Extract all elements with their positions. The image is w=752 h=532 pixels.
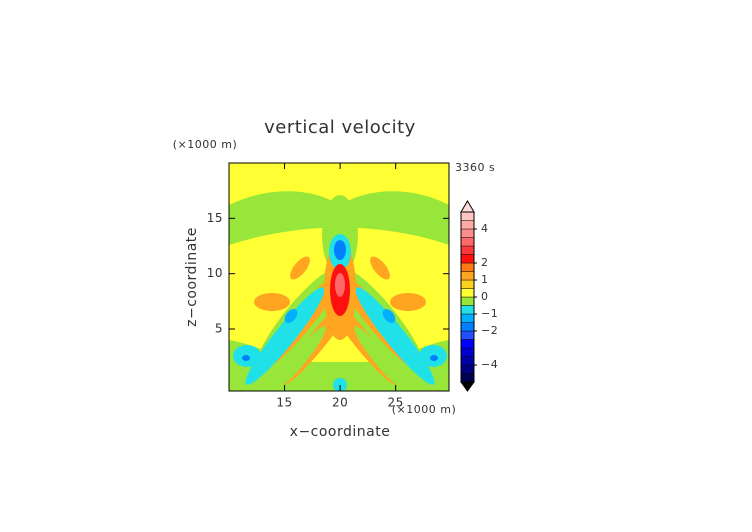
- time-label: 3360 s: [455, 161, 495, 174]
- colorbar-segment: [460, 288, 475, 298]
- colorbar-segment: [460, 228, 475, 238]
- x-tick-label: 15: [276, 396, 292, 410]
- x-tick-label: 25: [388, 396, 404, 410]
- colorbar-segment: [460, 237, 475, 247]
- x-tick-label: 20: [332, 396, 348, 410]
- colorbar-tick-label: −2: [481, 324, 498, 337]
- colorbar-tick-label: 1: [481, 273, 489, 286]
- y-unit: (×1000 m): [173, 138, 238, 151]
- colorbar-tick-label: −1: [481, 307, 498, 320]
- colorbar-segment: [460, 313, 475, 323]
- colorbar-segment: [460, 322, 475, 332]
- y-tick-label: 10: [207, 266, 223, 280]
- y-tick-label: 15: [207, 211, 223, 225]
- colorbar-segment: [460, 254, 475, 264]
- plot-frame: [228, 162, 450, 392]
- colorbar-extend: [460, 200, 475, 213]
- colorbar-tick-label: 4: [481, 222, 489, 235]
- y-axis-label: z−coordinate: [184, 227, 200, 327]
- contour-region: [354, 326, 406, 390]
- contour-region: [335, 273, 345, 297]
- contour-field: [229, 163, 449, 391]
- contour-region: [430, 355, 438, 361]
- colorbar-segment: [460, 330, 475, 340]
- colorbar-segment: [460, 279, 475, 289]
- colorbar-segment: [460, 364, 475, 374]
- y-tick-label: 5: [215, 322, 223, 336]
- contour-region: [274, 326, 326, 390]
- contour-region: [290, 256, 310, 280]
- colorbar-segment: [460, 347, 475, 357]
- contour-region: [284, 309, 298, 323]
- colorbar-segment: [460, 211, 475, 221]
- colorbar-segment: [460, 262, 475, 272]
- colorbar-segment: [460, 271, 475, 281]
- contour-region: [254, 293, 290, 311]
- colorbar-segment: [460, 356, 475, 366]
- colorbar-segment: [460, 305, 475, 315]
- contour-region: [370, 256, 390, 280]
- colorbar-segment: [460, 220, 475, 230]
- chart-title: vertical velocity: [264, 117, 416, 138]
- contour-region: [355, 287, 435, 385]
- contour-region: [245, 287, 325, 385]
- contour-region: [334, 240, 346, 260]
- colorbar-segment: [460, 373, 475, 383]
- colorbar-segment: [460, 339, 475, 349]
- colorbar-tick-label: −4: [481, 358, 498, 371]
- colorbar-segment: [460, 296, 475, 306]
- contour-region: [242, 355, 250, 361]
- colorbar-extend: [460, 381, 475, 392]
- colorbar-tick-label: 2: [481, 256, 489, 269]
- colorbar-tick-label: 0: [481, 290, 489, 303]
- contour-region: [333, 378, 347, 391]
- contour-region: [382, 309, 396, 323]
- x-axis-label: x−coordinate: [290, 424, 391, 440]
- contour-region: [390, 293, 426, 311]
- colorbar-segment: [460, 245, 475, 255]
- x-unit: (×1000 m): [392, 403, 457, 416]
